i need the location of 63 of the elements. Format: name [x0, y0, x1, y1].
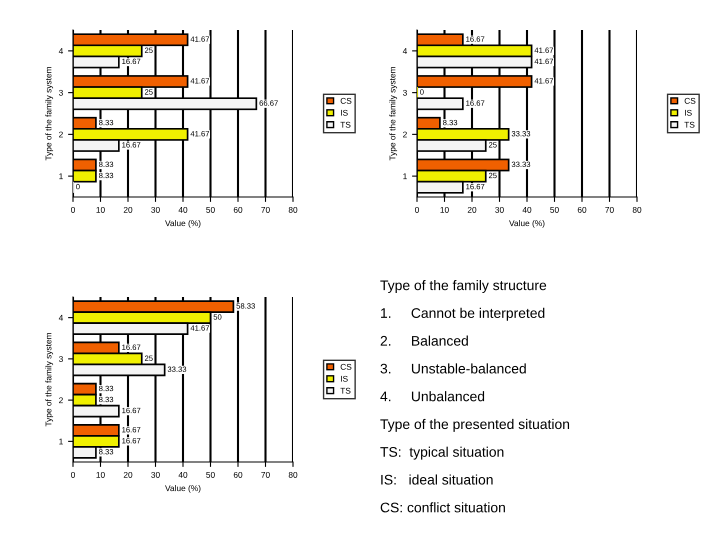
text: 4. Unbalanced — [380, 391, 484, 402]
text: Type of the presented situation — [380, 418, 570, 432]
text: 1. Cannot be interpreted — [381, 308, 544, 321]
x-tick-label: 50 — [206, 472, 215, 478]
x-tick-label: 10 — [440, 206, 449, 213]
legend-label: IS — [341, 110, 348, 116]
y-tick-label: 4 — [402, 48, 408, 54]
x-tick-label: 20 — [124, 472, 132, 478]
x-tick-label: 0 — [71, 472, 75, 478]
y-tick-label: 4 — [58, 314, 64, 321]
x-tick-label: 80 — [288, 472, 298, 478]
x-tick-label: 50 — [206, 206, 215, 213]
x-tick-label: 30 — [151, 472, 160, 478]
y-tick-label: 1 — [403, 173, 407, 180]
x-tick-label: 30 — [495, 206, 504, 213]
x-tick-label: 0 — [415, 206, 419, 213]
y-tick-label: 3 — [58, 90, 63, 96]
x-tick-label: 70 — [605, 206, 614, 213]
legend-label: CS — [684, 98, 696, 104]
x-tick-label: 30 — [151, 206, 160, 213]
y-tick-label: 2 — [59, 132, 63, 138]
text: TS: typical situation — [380, 446, 504, 460]
x-tick-label: 40 — [522, 206, 532, 213]
text: IS: ideal situation — [381, 474, 493, 485]
legend-label: CS — [340, 364, 352, 370]
legend-label: TS — [340, 122, 350, 128]
legend-label: IS — [341, 376, 348, 382]
x-tick-label: 60 — [234, 472, 242, 478]
y-axis-title: Type of the family system — [45, 333, 54, 426]
y-tick-label: 1 — [59, 438, 63, 444]
y-tick-label: 3 — [402, 90, 407, 96]
x-axis-title: Value (%) — [165, 485, 200, 493]
legend-label: IS — [685, 110, 692, 116]
x-tick-label: 60 — [578, 206, 586, 213]
legend-label: TS — [684, 122, 694, 128]
x-tick-label: 60 — [234, 206, 242, 213]
x-tick-label: 40 — [178, 206, 188, 213]
x-tick-label: 20 — [468, 206, 476, 213]
x-tick-label: 80 — [288, 206, 298, 213]
x-tick-label: 10 — [96, 206, 105, 213]
x-axis-title: Value (%) — [509, 220, 544, 228]
y-tick-label: 1 — [59, 173, 63, 180]
y-axis-title: Type of the family system — [389, 67, 398, 160]
x-tick-label: 70 — [261, 472, 270, 478]
x-tick-label: 40 — [178, 472, 188, 478]
x-tick-label: 70 — [261, 206, 270, 213]
text: 2. Balanced — [380, 336, 468, 346]
y-tick-label: 2 — [59, 397, 63, 404]
y-tick-label: 3 — [58, 356, 63, 362]
text: Type of the family structure — [380, 280, 546, 293]
y-tick-label: 4 — [58, 48, 64, 54]
y-tick-label: 2 — [403, 132, 407, 138]
legend-label: CS — [340, 98, 352, 104]
text: 3. Unstable-balanced — [380, 363, 526, 374]
legend-label: TS — [340, 388, 350, 394]
x-tick-label: 20 — [124, 206, 132, 213]
x-tick-label: 10 — [96, 472, 105, 478]
text: CS: conflict situation — [380, 502, 505, 512]
x-tick-label: 50 — [550, 206, 559, 213]
x-axis-title: Value (%) — [165, 220, 200, 228]
x-tick-label: 80 — [632, 206, 642, 213]
x-tick-label: 0 — [71, 206, 75, 213]
y-axis-title: Type of the family system — [45, 67, 54, 160]
